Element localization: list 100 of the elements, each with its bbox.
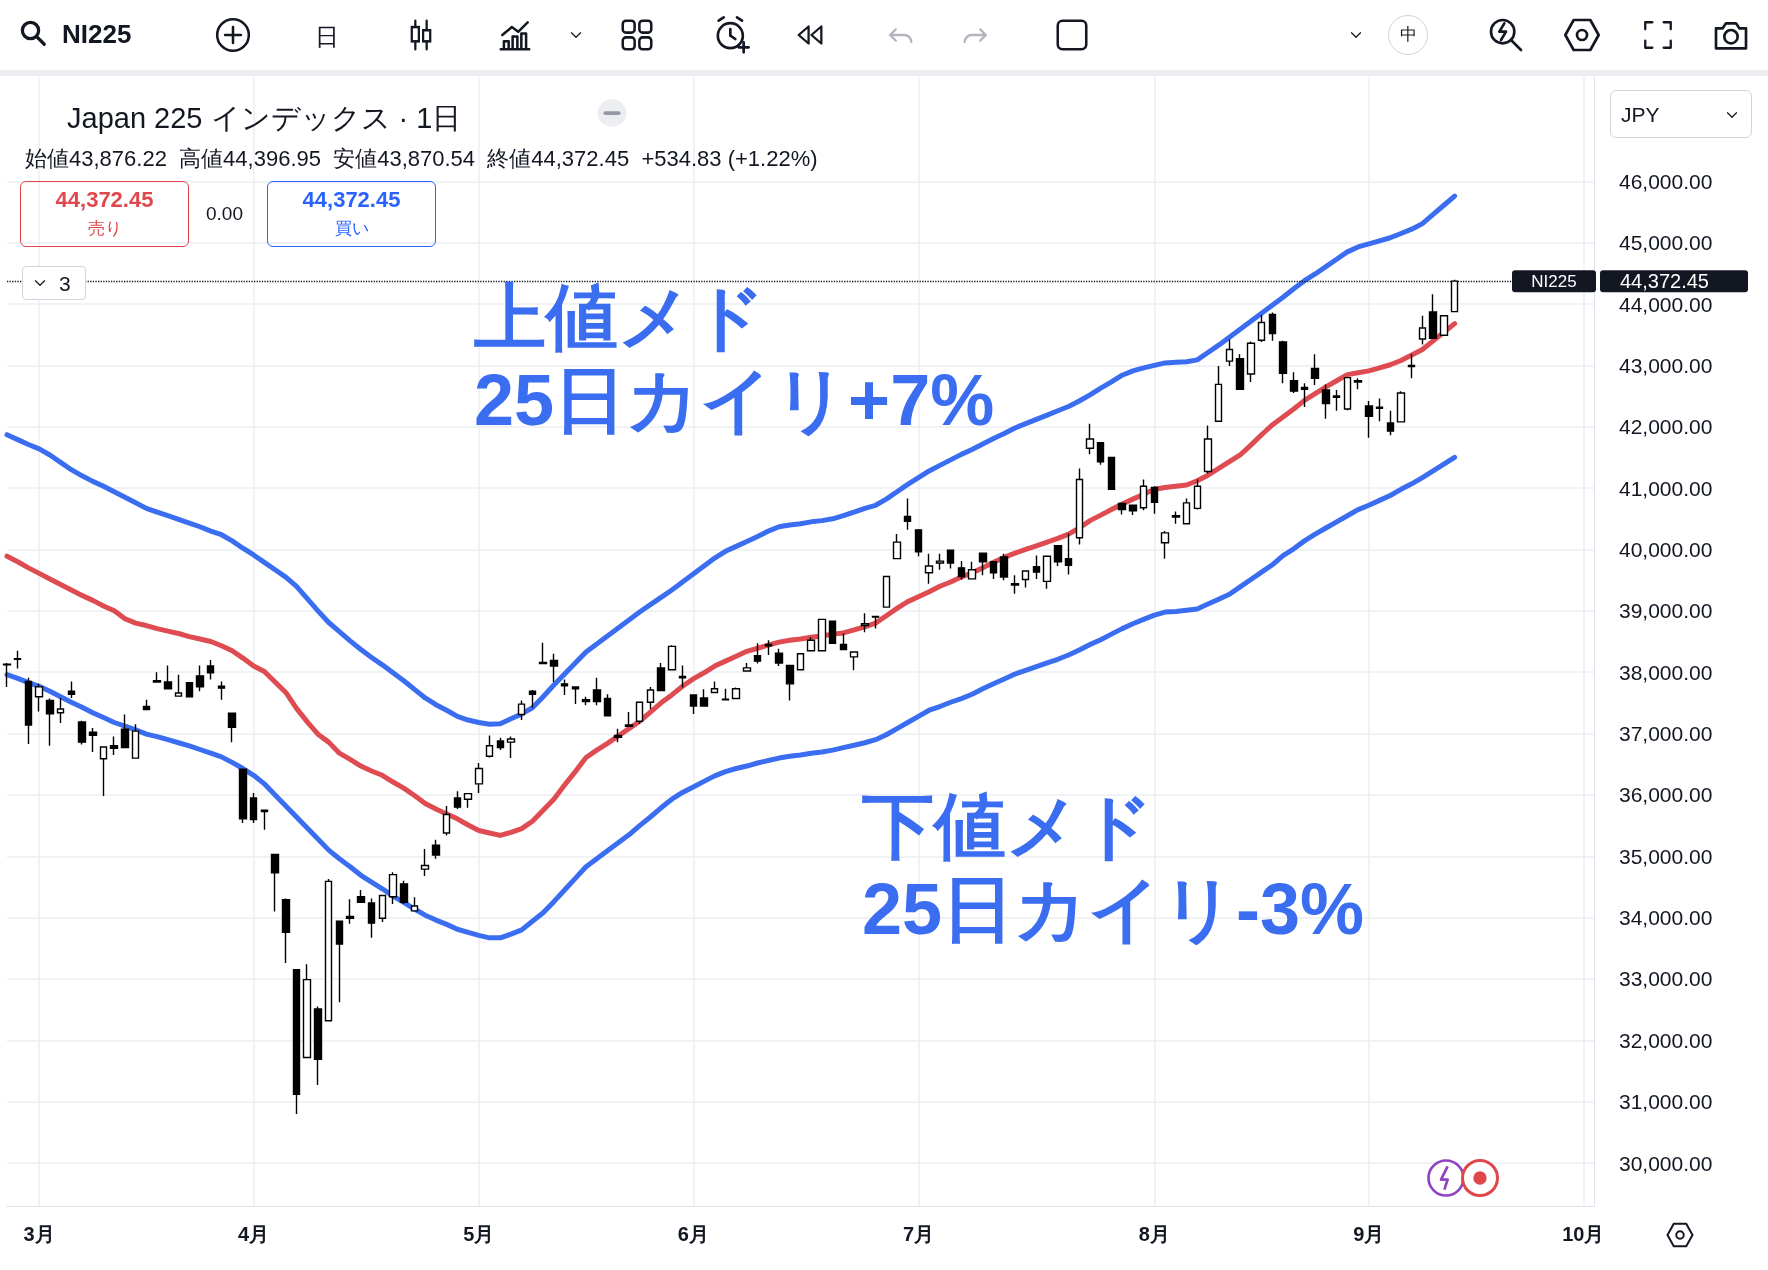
candlestick — [313, 1005, 323, 1086]
sell-button: 44,372.45 売り — [20, 181, 189, 247]
y-tick-label: 43,000.00 — [1619, 353, 1713, 377]
candlestick — [1214, 365, 1223, 423]
candlestick — [410, 896, 419, 913]
x-tick-label: 3月 — [23, 1223, 55, 1245]
candlestick — [56, 697, 65, 724]
currency-select: JPY — [1610, 90, 1752, 138]
y-tick-label: 39,000.00 — [1619, 599, 1713, 623]
candlestick — [185, 681, 194, 698]
text: 始値43,876.22 高値44,396.95 安値43,870.54 終値44,372.45 +534.83 (+1.22%) — [25, 145, 818, 171]
candlestick — [635, 700, 644, 725]
candlestick — [378, 894, 387, 923]
candlestick — [1439, 314, 1449, 337]
candlestick — [678, 664, 687, 689]
candlestick — [1396, 390, 1406, 424]
candlestick — [302, 963, 312, 1059]
candlestick — [1310, 353, 1320, 386]
candlestick — [120, 713, 130, 749]
candlestick — [1075, 467, 1084, 546]
annotation: 下値メド 25日カイリ-3% — [862, 785, 1365, 951]
y-tick-label: 38,000.00 — [1619, 660, 1713, 684]
candlestick — [1321, 383, 1331, 420]
text: Japan 225 インデックス · 1日 — [67, 101, 462, 134]
candlestick — [753, 642, 762, 665]
candlestick — [1021, 569, 1030, 589]
x-tick-label: 5月 — [463, 1223, 495, 1245]
y-tick-label: 45,000.00 — [1619, 231, 1713, 255]
candlestick — [1343, 376, 1352, 411]
candlestick — [463, 792, 473, 809]
candlestick — [1428, 293, 1438, 340]
candlestick — [914, 528, 923, 557]
candlestick — [817, 618, 827, 653]
annotation: 上値メド 25日カイリ+7% — [474, 276, 995, 442]
candlestick — [764, 639, 773, 656]
candlestick — [485, 734, 494, 759]
candlestick — [260, 808, 269, 831]
candlestick — [774, 648, 784, 667]
candlestick — [624, 711, 634, 728]
x-tick-label: 9月 — [1353, 1223, 1385, 1245]
candlestick — [2, 662, 12, 688]
y-tick-label: 44,000.00 — [1619, 292, 1713, 316]
text: 44,372.45 — [1620, 270, 1709, 293]
candlestick — [152, 671, 162, 684]
candlestick — [206, 659, 215, 681]
candlestick — [1042, 554, 1052, 590]
candlestick — [1353, 377, 1363, 391]
candlestick — [785, 664, 795, 702]
candlestick — [1278, 340, 1288, 384]
candlestick — [731, 686, 741, 700]
text: 中 — [1388, 15, 1428, 55]
y-tick-label: 40,000.00 — [1619, 537, 1713, 561]
candlestick — [581, 696, 591, 707]
y-tick-label: 37,000.00 — [1619, 722, 1713, 746]
candlestick — [1150, 485, 1159, 515]
candlestick — [721, 688, 730, 702]
annotation: 44,372.45 — [55, 187, 154, 213]
y-tick-label: 32,000.00 — [1619, 1028, 1713, 1052]
candlestick — [517, 699, 526, 721]
collapse-button: 3 — [22, 266, 86, 300]
x-tick-label: 10月 — [1562, 1223, 1605, 1245]
candlestick — [560, 678, 569, 696]
candlestick — [367, 897, 376, 939]
x-tick-label: 4月 — [238, 1223, 270, 1245]
candlestick — [1289, 371, 1299, 394]
y-tick-label: 35,000.00 — [1619, 844, 1713, 868]
candlestick — [431, 838, 441, 860]
candlestick — [860, 612, 870, 633]
candlestick — [967, 561, 977, 581]
candlestick — [796, 652, 805, 672]
x-tick-label: 7月 — [902, 1223, 935, 1245]
candlestick — [388, 871, 398, 905]
candlestick — [506, 735, 516, 759]
candlestick — [45, 697, 55, 747]
candlestick — [1128, 503, 1138, 516]
candlestick — [742, 662, 752, 673]
candlestick — [174, 673, 183, 698]
candlestick — [1160, 530, 1170, 560]
candlestick — [1386, 410, 1395, 437]
candlestick — [227, 711, 237, 743]
candlestick — [1268, 311, 1277, 342]
candlestick — [528, 689, 537, 709]
candlestick — [1032, 554, 1041, 580]
candlestick — [453, 790, 462, 810]
candlestick — [324, 878, 333, 1023]
candlestick — [667, 644, 677, 672]
candlestick — [1096, 441, 1105, 466]
candlestick — [1182, 497, 1191, 525]
candlestick — [1364, 400, 1374, 439]
candlestick — [1407, 353, 1416, 379]
y-tick-label: 34,000.00 — [1619, 906, 1713, 930]
candlestick — [1450, 278, 1459, 313]
candlestick — [292, 968, 301, 1115]
x-tick-label: 8月 — [1138, 1223, 1170, 1245]
candlestick — [335, 919, 344, 1003]
candlestick — [1010, 574, 1020, 595]
candlestick — [270, 853, 280, 913]
candlestick — [646, 686, 655, 710]
candlestick — [474, 762, 484, 794]
candlestick — [1375, 397, 1384, 422]
